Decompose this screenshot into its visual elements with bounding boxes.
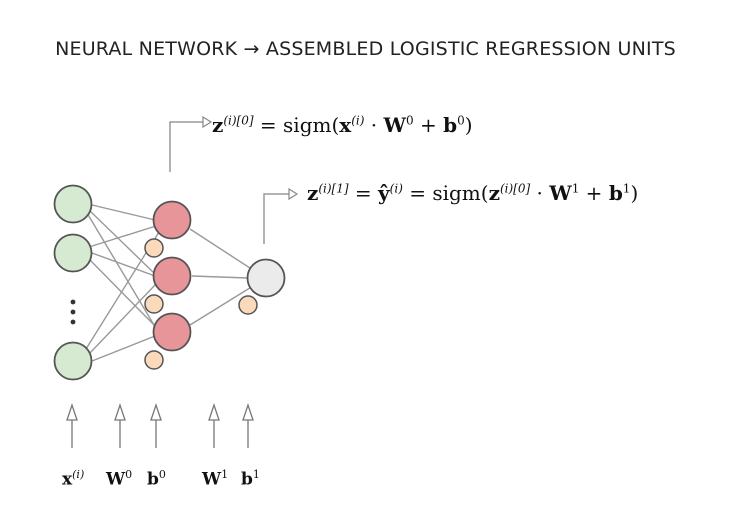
- eq0-x-sup: (i): [351, 113, 365, 128]
- w0-arrow: [114, 402, 126, 448]
- eq0-connector-arrow: [202, 115, 213, 129]
- label-x: x(i): [62, 468, 85, 490]
- hidden-node: [152, 312, 192, 352]
- label-w0: W0: [106, 468, 133, 490]
- diagram-title: NEURAL NETWORK → ASSEMBLED LOGISTIC REGR…: [55, 38, 676, 60]
- eq1-w: W: [549, 181, 572, 205]
- label-w1: W1: [202, 468, 229, 490]
- edge: [91, 252, 156, 277]
- eq0-plus: +: [413, 113, 444, 137]
- eq1-eq2: = sigm(: [402, 181, 489, 205]
- eq0-b-sup: 0: [457, 113, 465, 128]
- eq1-close: ): [630, 181, 639, 205]
- eq1-connector-arrow: [288, 187, 299, 201]
- layer1-equation: z(i)[1] = ŷ(i) = sigm(z(i)[0] · W1 + b1): [307, 181, 638, 205]
- edge: [88, 283, 157, 355]
- eq1-connector: [263, 193, 289, 244]
- eq0-w-sup: 0: [405, 113, 414, 128]
- edge: [91, 204, 156, 221]
- eq0-x: x: [339, 113, 352, 137]
- eq0-b: b: [443, 113, 458, 137]
- bias-node: [144, 238, 164, 258]
- input-node: [53, 341, 93, 381]
- bias-node: [144, 350, 164, 370]
- ellipsis-dot: [70, 309, 76, 315]
- hidden-node: [152, 256, 192, 296]
- eq1-eq1: =: [348, 181, 379, 205]
- x-arrow: [66, 402, 78, 448]
- edge: [91, 335, 156, 362]
- edge: [88, 258, 158, 329]
- label-b0: b0: [147, 468, 166, 490]
- w1-arrow: [208, 402, 220, 448]
- edge: [189, 228, 254, 271]
- eq1-z0-sup: (i)[0]: [499, 181, 531, 196]
- eq1-w-sup: 1: [571, 181, 580, 196]
- eq0-eq: = sigm(: [253, 113, 340, 137]
- layer0-equation: z(i)[0] = sigm(x(i) · W0 + b0): [212, 113, 473, 137]
- edge: [189, 285, 254, 326]
- eq1-b-sup: 1: [622, 181, 631, 196]
- ellipsis-dot: [70, 299, 76, 305]
- bias-node: [144, 294, 164, 314]
- hidden-output-edges: [189, 228, 254, 326]
- label-b1: b1: [241, 468, 260, 490]
- input-node: [53, 233, 93, 273]
- eq0-close: ): [464, 113, 473, 137]
- eq0-w: W: [383, 113, 406, 137]
- eq1-yhat-sup: (i): [389, 181, 403, 196]
- edge: [191, 275, 249, 279]
- b1-arrow: [242, 402, 254, 448]
- edge: [86, 212, 158, 331]
- eq1-z0: z: [488, 181, 500, 205]
- b0-arrow: [150, 402, 162, 448]
- eq1-b: b: [608, 181, 623, 205]
- eq0-z: z: [212, 113, 224, 137]
- bias-node: [238, 295, 258, 315]
- output-node: [246, 258, 286, 298]
- input-node: [53, 184, 93, 224]
- eq1-yhat: ŷ: [378, 181, 390, 205]
- eq0-z-sup: (i)[0]: [223, 113, 254, 128]
- edge: [88, 225, 157, 248]
- input-hidden-edges: [85, 204, 160, 362]
- eq0-connector: [169, 121, 203, 172]
- eq1-z-sup: (i)[1]: [318, 181, 349, 196]
- eq1-dot: ·: [530, 181, 550, 205]
- hidden-node: [152, 200, 192, 240]
- eq1-plus: +: [579, 181, 609, 205]
- eq1-z: z: [307, 181, 319, 205]
- ellipsis-dot: [70, 319, 76, 325]
- eq0-dot: ·: [364, 113, 384, 137]
- edge: [88, 209, 156, 275]
